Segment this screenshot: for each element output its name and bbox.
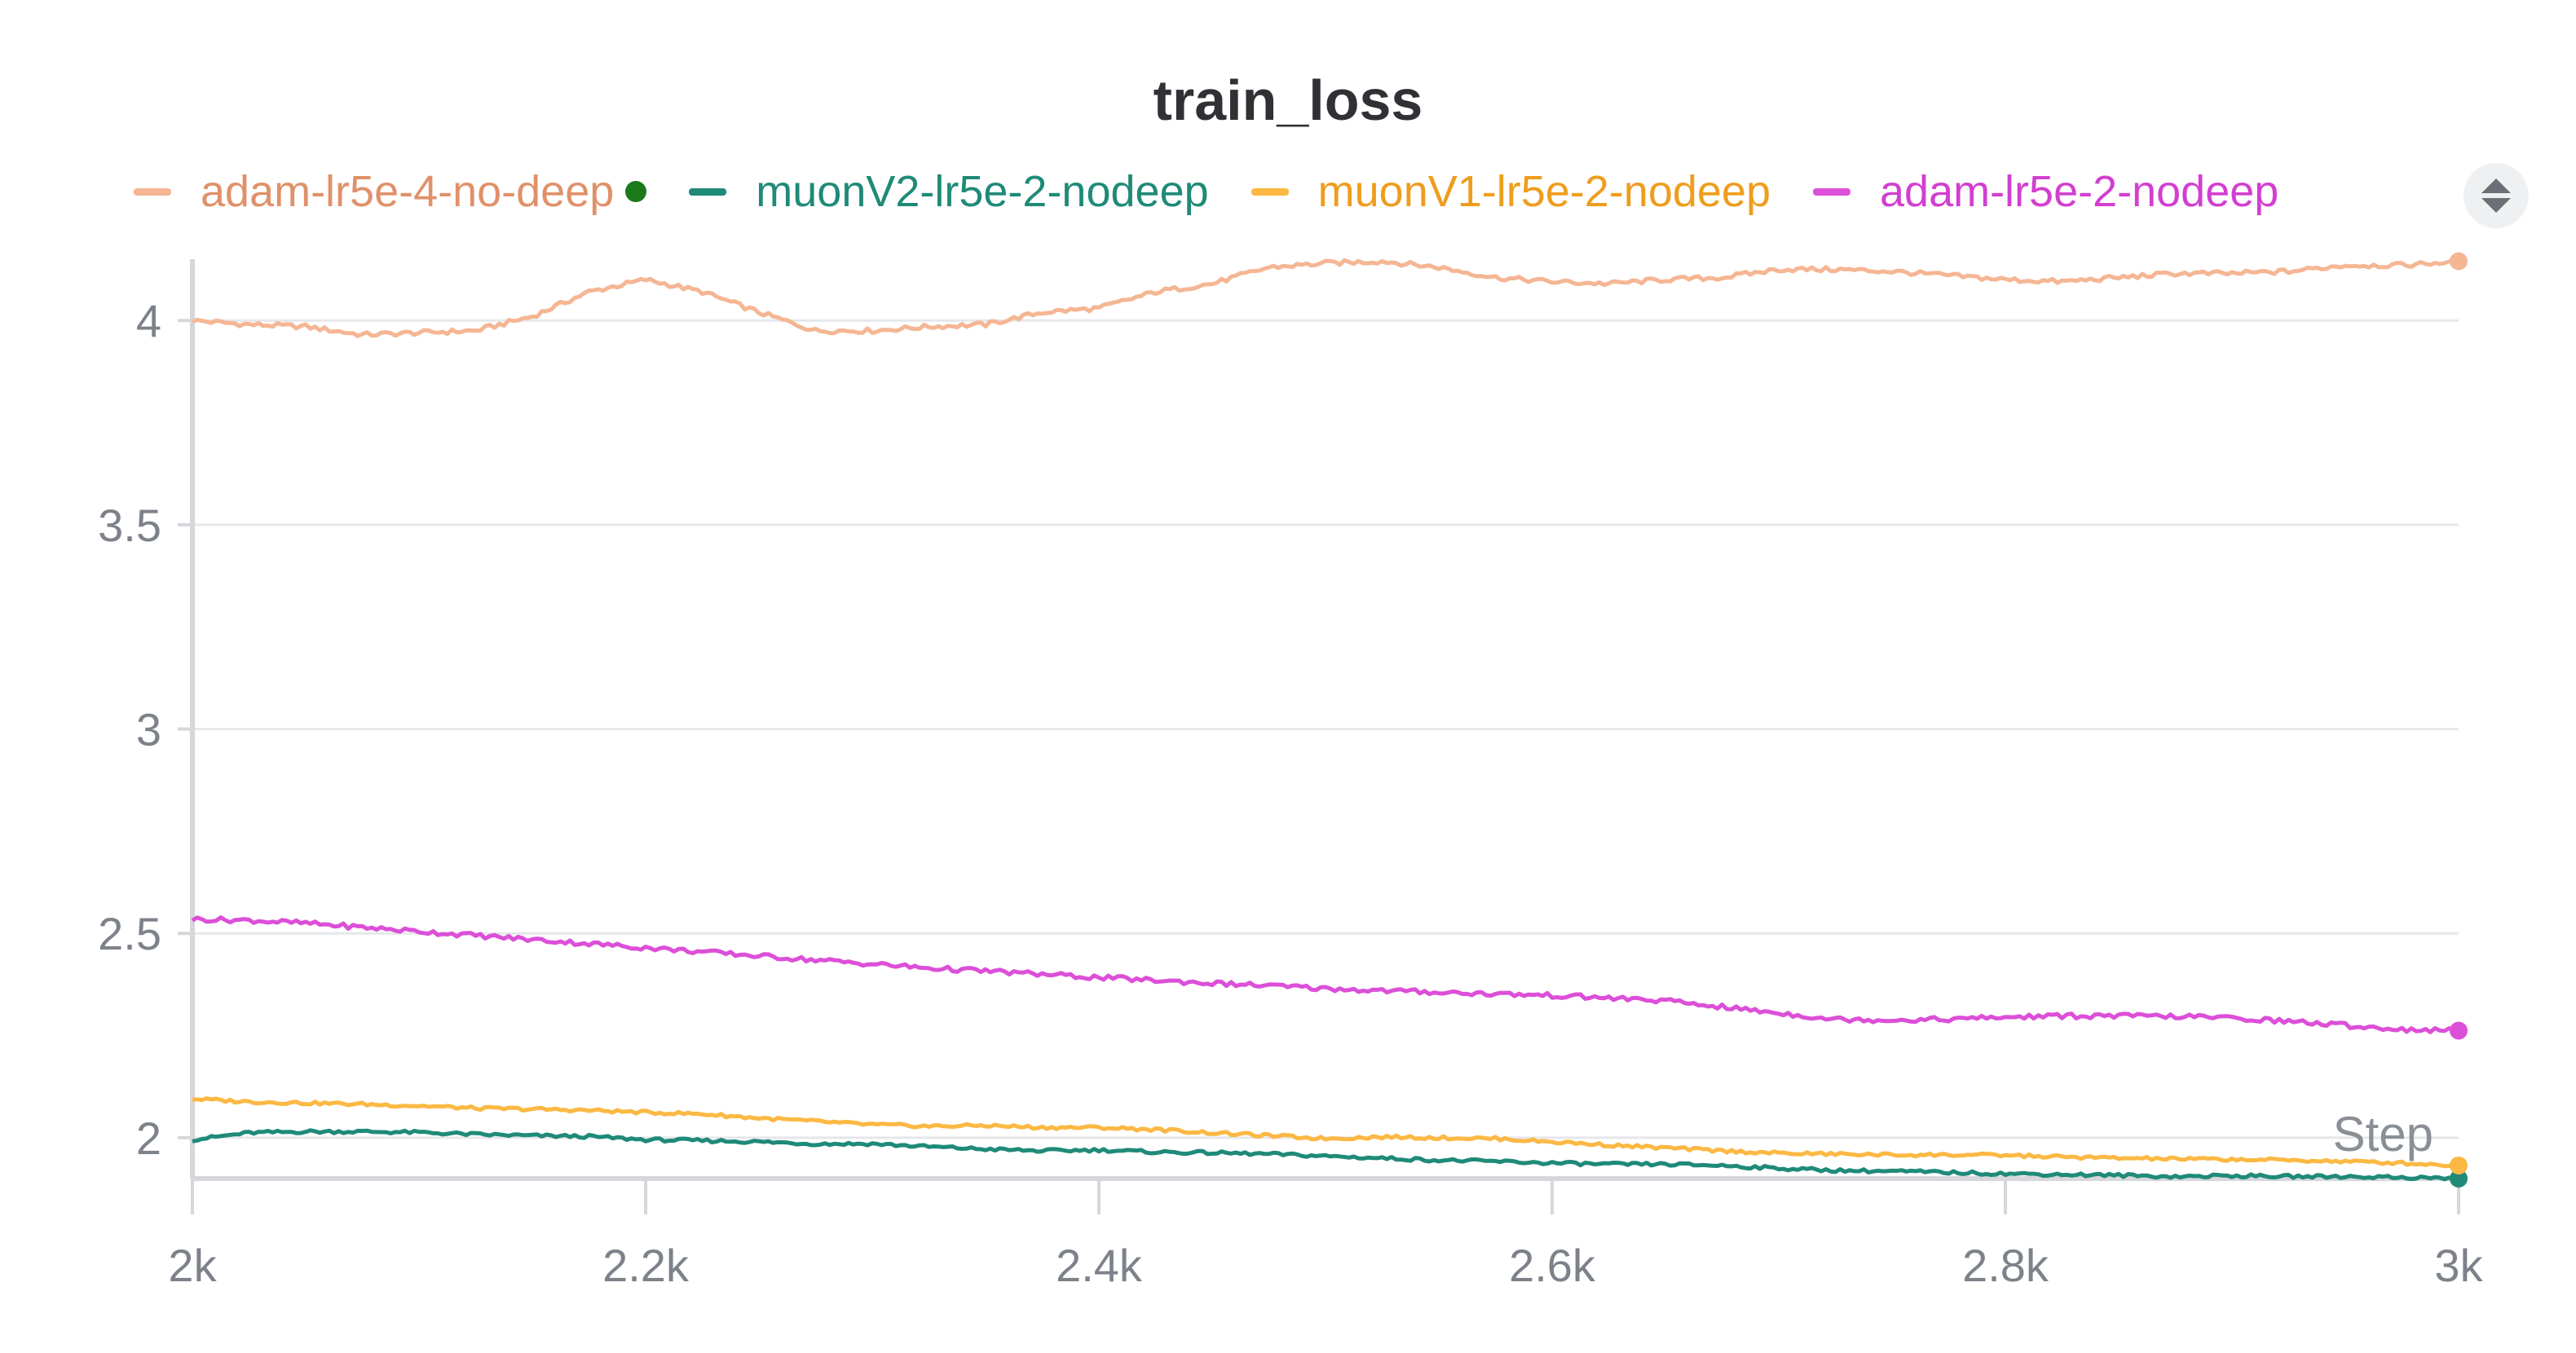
x-tick-label: 2.4k: [1056, 1240, 1143, 1291]
series-end-point-muonV2-lr5e-2-nodeep[interactable]: [2450, 1170, 2468, 1188]
series-line-adam-lr5e-4-no-deep[interactable]: [191, 257, 2459, 338]
chart-title: train_loss: [1153, 68, 1423, 132]
legend-status-dot-icon: [625, 181, 647, 202]
legend-label: adam-lr5e-4-no-deep: [201, 167, 615, 216]
x-tick-label: 2.2k: [602, 1240, 690, 1291]
axis-layer: 2 2.5 3 3.5 4 2k 2.2k 2.4k 2.6k 2.8k 3k: [98, 259, 2484, 1291]
legend-item-muonV1-lr5e-2-nodeep[interactable]: muonV1-lr5e-2-nodeep: [1251, 170, 1771, 214]
x-tick-label: 2k: [168, 1240, 217, 1291]
legend-item-adam-lr5e-2-nodeep[interactable]: adam-lr5e-2-nodeep: [1813, 170, 2278, 214]
y-tick-label: 2: [136, 1113, 161, 1164]
legend-label: muonV1-lr5e-2-nodeep: [1317, 167, 1771, 216]
legend-item-muonV2-lr5e-2-nodeep[interactable]: muonV2-lr5e-2-nodeep: [689, 167, 1209, 216]
x-tick-label: 2.8k: [1962, 1240, 2049, 1291]
legend: adam-lr5e-4-no-deep muonV2-lr5e-2-nodeep…: [134, 170, 2321, 214]
y-tick-label: 3: [136, 704, 161, 756]
series-end-point-muonV1-lr5e-2-nodeep[interactable]: [2450, 1156, 2468, 1175]
series-line-muonV2-lr5e-2-nodeep[interactable]: [192, 1128, 2459, 1182]
legend-swatch: [1813, 187, 1850, 196]
series-layer: [191, 252, 2468, 1188]
chevron-up-icon: [2481, 178, 2511, 193]
chevron-down-icon: [2481, 198, 2511, 213]
legend-swatch: [1251, 187, 1289, 196]
series-end-point-adam-lr5e-4-no-deep[interactable]: [2450, 252, 2468, 271]
y-tick-label: 2.5: [98, 908, 161, 959]
legend-swatch: [134, 187, 171, 196]
y-tick-label: 4: [136, 295, 161, 346]
x-axis-label: Step: [2333, 1107, 2433, 1161]
y-tick-label: 3.5: [98, 500, 161, 551]
legend-scroll-toggle-icon[interactable]: [2464, 163, 2529, 228]
series-line-muonV1-lr5e-2-nodeep[interactable]: [192, 1096, 2459, 1169]
legend-swatch: [689, 187, 727, 196]
legend-label: muonV2-lr5e-2-nodeep: [756, 167, 1209, 216]
series-end-point-adam-lr5e-2-nodeep[interactable]: [2450, 1021, 2468, 1040]
legend-item-adam-lr5e-4-no-deep[interactable]: adam-lr5e-4-no-deep: [134, 167, 647, 216]
x-tick-label: 2.6k: [1509, 1240, 1596, 1291]
legend-label: adam-lr5e-2-nodeep: [1880, 167, 2279, 216]
series-line-adam-lr5e-2-nodeep[interactable]: [191, 915, 2459, 1034]
x-tick-label: 3k: [2434, 1240, 2483, 1291]
